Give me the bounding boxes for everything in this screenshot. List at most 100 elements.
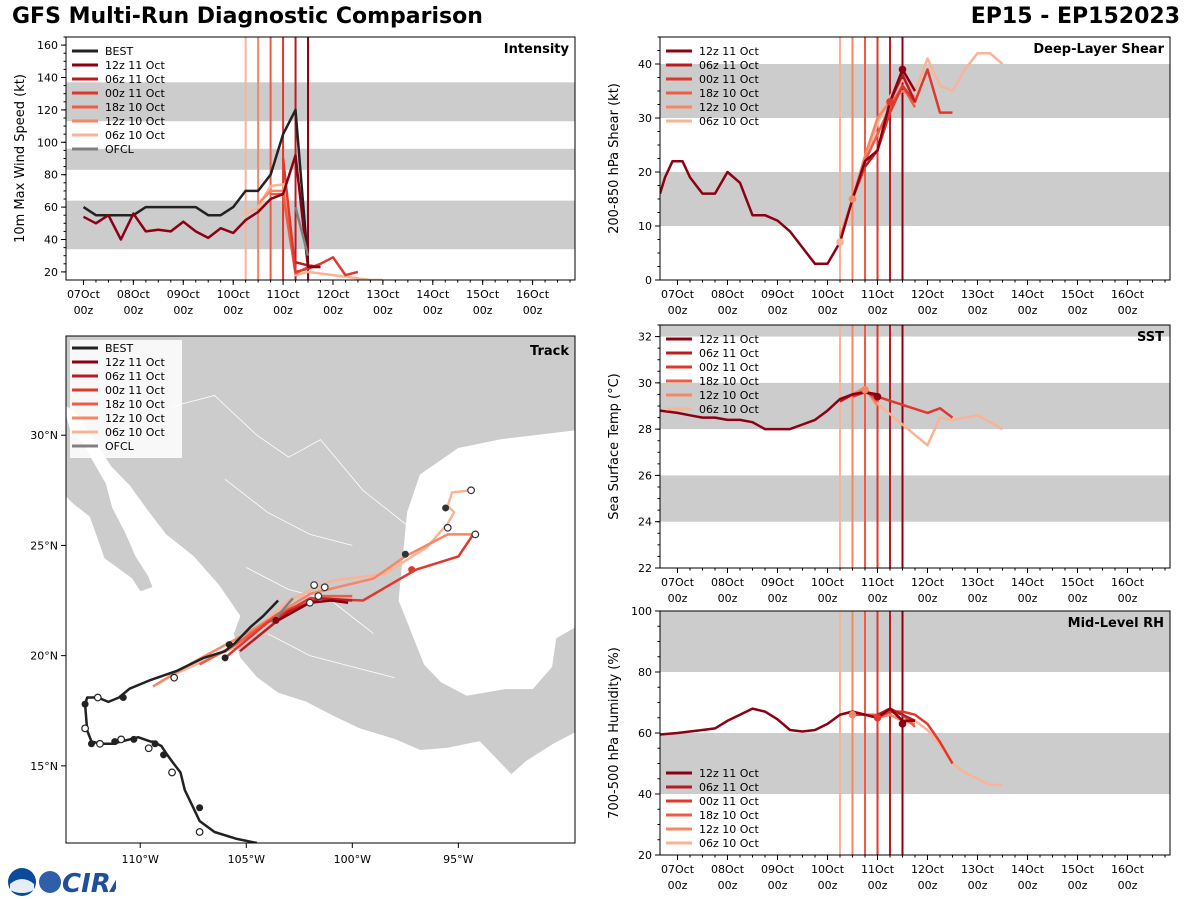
y-tick-label: 26 [638, 469, 652, 482]
storm-id-title: EP15 - EP152023 [970, 4, 1180, 29]
x-tick-label: 12Oct [911, 576, 945, 589]
x-tick-label: 10Oct [811, 576, 845, 589]
data-point-marker [898, 720, 907, 728]
panel-title: SST [1137, 330, 1164, 345]
x-tick-label: 10Oct [811, 863, 845, 876]
best-track-point [87, 740, 95, 748]
x-tick-label: 10Oct [811, 288, 845, 301]
series-line-12z-11-Oct [660, 707, 915, 736]
x-tick-label: 08Oct [711, 863, 745, 876]
series-line-12z-11-Oct [660, 390, 878, 431]
x-tick-label: 08Oct [711, 288, 745, 301]
best-track-open-point [117, 735, 126, 744]
x-tick-label: 14Oct [1011, 576, 1045, 589]
x-tick-label: 09Oct [761, 863, 795, 876]
ofcl-line [294, 206, 310, 257]
legend-label: 06z 11 Oct [699, 59, 759, 72]
lat-tick-label: 15°N [30, 760, 58, 773]
y-tick-label: 100 [37, 136, 58, 149]
x-tick-label: 12Oct [316, 288, 350, 301]
shaded-band [660, 733, 1170, 794]
legend-label: BEST [105, 342, 133, 355]
x-tick-label: 00z [968, 304, 988, 317]
legend-label: 00z 11 Oct [699, 795, 759, 808]
x-tick-label: 00z [968, 592, 988, 605]
x-tick-label: 07Oct [661, 863, 695, 876]
data-point-marker [898, 65, 907, 74]
shaded-band [66, 82, 575, 122]
x-tick-label: 00z [523, 304, 543, 317]
legend-label: 12z 11 Oct [699, 333, 759, 346]
x-tick-label: 16Oct [1111, 288, 1145, 301]
x-tick-label: 00z [868, 879, 888, 892]
best-track-open-point [170, 673, 179, 682]
best-track-point [119, 694, 127, 702]
lat-tick-label: 20°N [30, 650, 58, 663]
plot-area-sst [660, 325, 1170, 568]
legend-label: 12z 11 Oct [105, 356, 165, 369]
y-tick-label: 40 [638, 58, 652, 71]
lon-tick-label: 110°W [122, 853, 159, 866]
lat-tick-label: 25°N [30, 539, 58, 552]
y-tick-label: 30 [638, 112, 652, 125]
track-open-point [471, 530, 480, 539]
x-tick-label: 00z [223, 304, 243, 317]
panel-title: Mid-Level RH [1068, 616, 1164, 631]
legend-label: 06z 11 Oct [699, 347, 759, 360]
x-tick-label: 15Oct [1061, 863, 1095, 876]
x-tick-label: 14Oct [1011, 863, 1045, 876]
y-axis-label: Sea Surface Temp (°C) [607, 373, 622, 520]
x-tick-label: 11Oct [861, 288, 895, 301]
y-tick-label: 40 [44, 234, 58, 247]
legend-label: OFCL [105, 143, 135, 156]
x-tick-label: 00z [918, 879, 938, 892]
track-open-point [320, 583, 329, 592]
x-tick-label: 00z [74, 304, 94, 317]
data-point-marker [886, 98, 894, 106]
chart-shear: 0 10 20 30 40 07Oct 00z 08Oct 00z 09Oct 00z 10Oct 00… [607, 36, 1171, 317]
track-line-12z-11-Oct [277, 599, 349, 622]
y-tick-label: 32 [638, 331, 652, 344]
shaded-band [66, 200, 575, 250]
legend-label: 06z 10 Oct [105, 426, 165, 439]
x-tick-label: 00z [1118, 879, 1138, 892]
x-tick-label: 00z [718, 592, 738, 605]
legend-label: 18z 10 Oct [105, 398, 165, 411]
x-tick-label: 00z [323, 304, 343, 317]
y-tick-label: 24 [638, 516, 652, 529]
x-tick-label: 00z [1068, 879, 1088, 892]
cira-logo: CIRA [6, 866, 131, 899]
best-track-point [151, 740, 159, 748]
best-track-open-point [96, 739, 104, 748]
y-tick-label: 100 [631, 605, 652, 618]
best-track-open-point [144, 744, 153, 753]
data-point-marker [873, 392, 882, 401]
legend-label: 12z 11 Oct [699, 45, 759, 58]
chart-rh: 20 40 60 80 100 07Oct 00z 08Oct 00z 09Oct 00z 10Oct… [607, 605, 1171, 892]
legend-label: 12z 10 Oct [699, 389, 759, 402]
track-point [442, 504, 450, 512]
data-point-marker [836, 238, 844, 246]
legend-label: 00z 11 Oct [699, 361, 759, 374]
track-point [408, 566, 416, 574]
y-tick-label: 10 [638, 220, 652, 233]
best-track-point [225, 641, 233, 649]
x-tick-label: 12Oct [911, 863, 945, 876]
x-tick-label: 13Oct [961, 576, 995, 589]
globe-icon [39, 871, 61, 893]
x-tick-label: 00z [173, 304, 193, 317]
series-line-12z-11-Oct [660, 68, 917, 266]
legend-label: 06z 10 Oct [699, 403, 759, 416]
shaded-band [66, 148, 575, 170]
y-tick-label: 80 [44, 169, 58, 182]
x-tick-label: 07Oct [67, 288, 101, 301]
plot-area-rh [660, 611, 1170, 855]
legend-label: 12z 10 Oct [699, 101, 759, 114]
x-tick-label: 00z [818, 879, 838, 892]
legend-label: 12z 10 Oct [105, 412, 165, 425]
y-tick-label: 20 [44, 266, 58, 279]
x-tick-label: 00z [668, 879, 688, 892]
